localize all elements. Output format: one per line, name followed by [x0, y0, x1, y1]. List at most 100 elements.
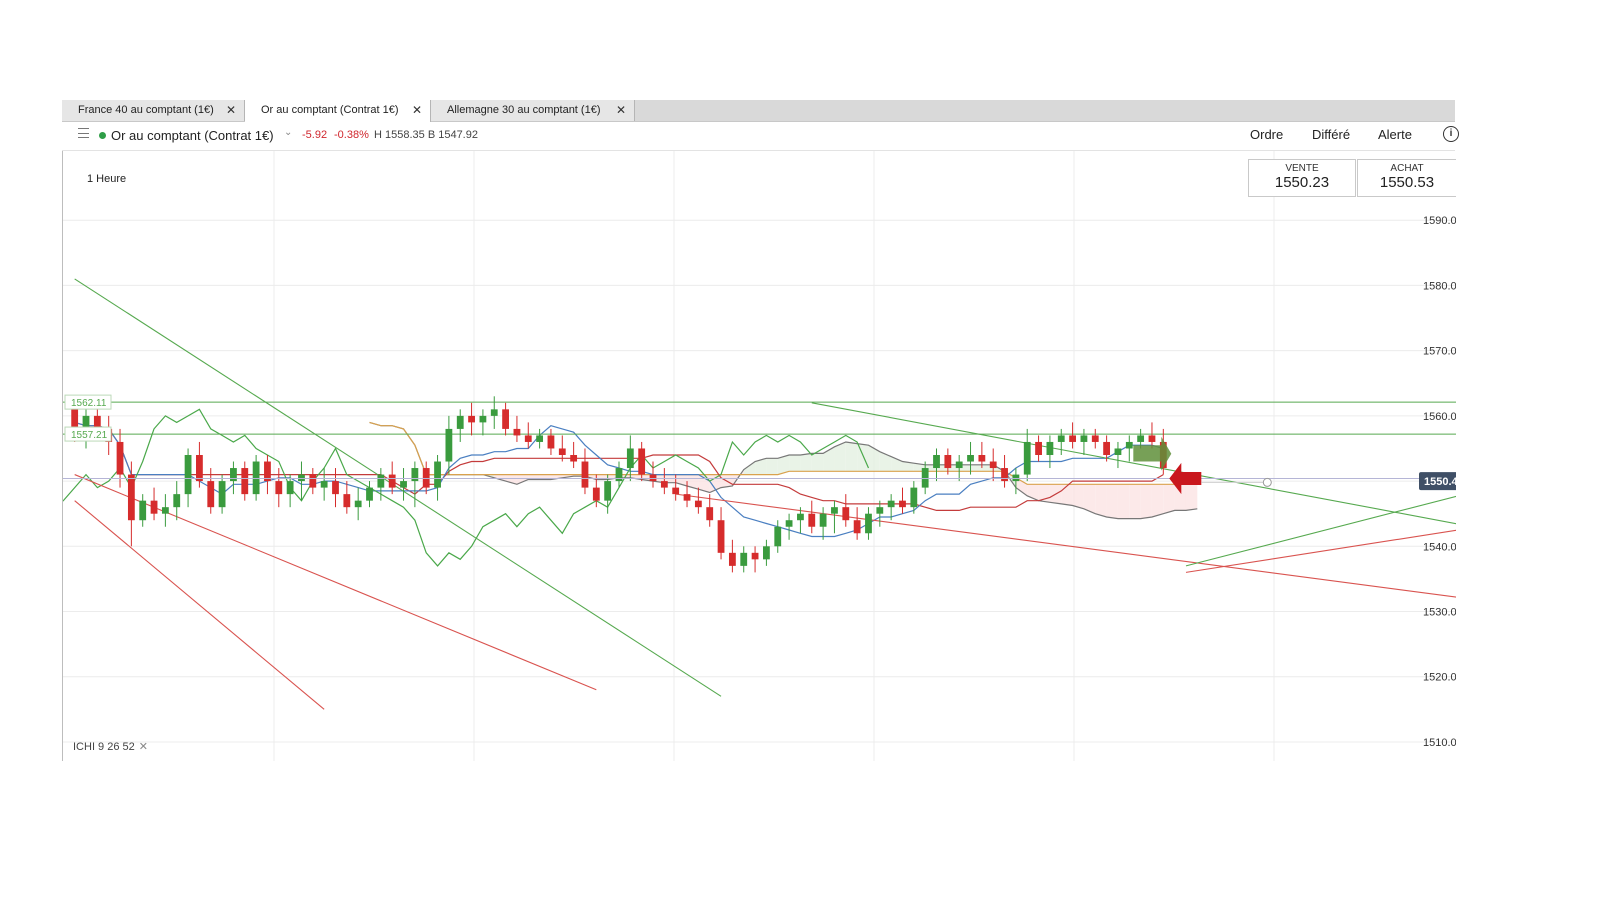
candle-up — [1023, 428, 1031, 482]
candle-body — [1148, 435, 1156, 442]
candle-body — [751, 552, 759, 560]
chart-overlays: 1562.11 1557.21 — [63, 394, 1456, 495]
candle-body — [933, 455, 940, 469]
candle-up — [1114, 441, 1122, 469]
close-icon[interactable]: ✕ — [411, 103, 422, 117]
info-icon[interactable]: i — [1443, 126, 1459, 142]
candle-up — [887, 494, 895, 521]
candle-body — [71, 409, 79, 429]
cloud-segment — [845, 441, 858, 472]
deferred-order-button[interactable]: Différé — [1312, 127, 1351, 142]
candle-body — [615, 468, 623, 482]
candle-down — [978, 441, 986, 469]
candle-body — [93, 415, 101, 429]
remove-indicator-icon[interactable]: ✕ — [138, 741, 148, 753]
candle-body — [626, 448, 634, 469]
candle-down — [127, 461, 135, 547]
order-button[interactable]: Ordre — [1250, 127, 1284, 142]
buy-arrow-icon — [1133, 436, 1172, 471]
instrument-name[interactable]: Or au comptant (Contrat 1€) — [111, 128, 274, 143]
candle-body — [842, 507, 850, 521]
candle-down — [853, 507, 861, 540]
cloud-segment — [1015, 477, 1028, 496]
candle-body — [434, 461, 441, 488]
senkou-span-a-line — [369, 421, 1198, 520]
close-icon[interactable]: ✕ — [615, 103, 626, 117]
cloud-segment — [1106, 484, 1118, 519]
cloud-segment — [1095, 484, 1107, 517]
y-tick-label: 1560.0 — [1423, 411, 1456, 423]
cloud-segment — [777, 455, 790, 475]
candle-down — [570, 441, 578, 469]
candle-down — [706, 494, 714, 527]
chevron-down-icon[interactable]: ⌄ — [284, 127, 293, 138]
sell-quote-button[interactable]: VENTE 1550.23 — [1248, 159, 1356, 197]
level-label-box — [64, 394, 112, 410]
candle-body — [377, 474, 385, 488]
green-trend-line — [811, 402, 1456, 525]
alert-button[interactable]: Alerte — [1378, 127, 1412, 142]
candle-up — [354, 487, 362, 521]
candle-up — [763, 539, 770, 566]
tab-or-au-comptant[interactable]: Or au comptant (Contrat 1€) ✕ — [245, 100, 431, 122]
candle-down — [422, 461, 430, 495]
level-label: 1557.21 — [71, 430, 108, 441]
candle-body — [672, 487, 680, 495]
hamburger-menu-icon[interactable] — [78, 128, 89, 138]
candle-up — [831, 500, 838, 534]
candle-up — [536, 428, 544, 449]
red-trend-line — [74, 474, 597, 691]
price-chart-area[interactable]: 1562.11 1557.21 1590.0 1580.0 1570.0 1560.0 1… — [62, 151, 1456, 761]
candle-body — [921, 468, 929, 488]
candle-up — [1080, 428, 1088, 455]
candle-body — [581, 461, 589, 488]
level-label: 1562.11 — [71, 398, 107, 409]
ichimoku-indicator-tag[interactable]: ICHI 9 26 52 ✕ — [73, 740, 148, 753]
candle-body — [808, 513, 816, 527]
tab-allemagne-30[interactable]: Allemagne 30 au comptant (1€) ✕ — [431, 100, 635, 121]
candle-up — [740, 546, 748, 573]
candle-up — [967, 441, 974, 475]
candle-body — [343, 494, 351, 508]
cloud-segment — [1151, 484, 1164, 517]
candle-body — [785, 520, 793, 527]
candle-down — [842, 494, 850, 527]
candle-up — [161, 494, 169, 527]
candle-down — [717, 507, 725, 560]
candle-body — [1057, 435, 1065, 442]
candle-body — [819, 513, 827, 527]
cloud-segment — [1072, 484, 1084, 509]
tab-label: Or au comptant (Contrat 1€) — [261, 104, 399, 116]
candle-body — [332, 481, 339, 495]
candle-up — [876, 500, 884, 527]
candle-body — [524, 435, 532, 442]
y-tick-label: 1540.0 — [1423, 541, 1456, 553]
order-handle — [1262, 477, 1272, 487]
candle-down — [388, 461, 396, 495]
green-trend-line — [74, 278, 722, 697]
y-tick-label: 1580.0 — [1423, 280, 1456, 292]
instrument-tab-bar: France 40 au comptant (1€) ✕ Or au compt… — [62, 100, 1455, 122]
candle-body — [445, 428, 453, 462]
timeframe-label[interactable]: 1 Heure — [87, 173, 127, 185]
candle-down — [1103, 435, 1111, 462]
tab-france-40[interactable]: France 40 au comptant (1€) ✕ — [62, 100, 245, 121]
candle-body — [184, 455, 192, 495]
candle-body — [252, 461, 260, 495]
candle-down — [558, 435, 566, 462]
red-trend-line — [74, 500, 325, 710]
candle-up — [819, 507, 827, 540]
candle-body — [173, 494, 181, 508]
y-tick-label: 1510.0 — [1423, 737, 1456, 749]
buy-label: ACHAT — [1390, 163, 1424, 174]
candle-up — [921, 461, 929, 495]
candle-up — [400, 468, 407, 501]
buy-quote-button[interactable]: ACHAT 1550.53 — [1357, 159, 1456, 197]
close-icon[interactable]: ✕ — [225, 103, 236, 117]
candle-body — [275, 481, 283, 495]
candle-up — [490, 396, 498, 429]
sell-arrow-icon — [1169, 462, 1202, 495]
market-status-dot — [99, 132, 106, 139]
senkou-span-b-line — [369, 421, 1198, 485]
